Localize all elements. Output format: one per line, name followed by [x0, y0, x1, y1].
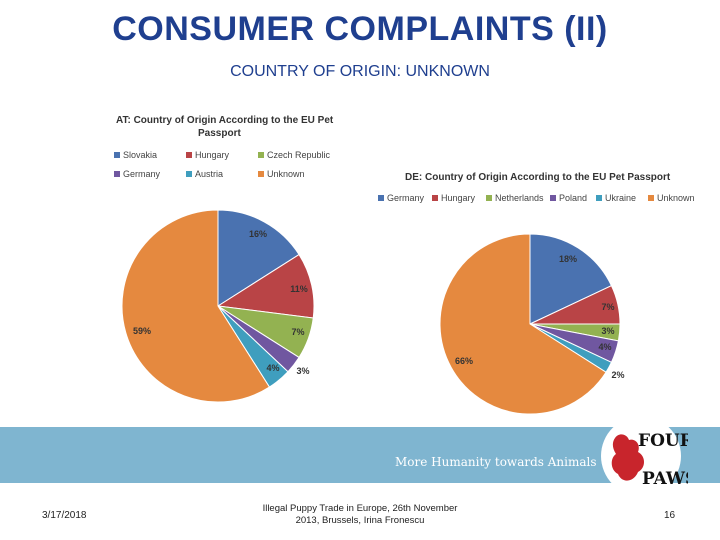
pie-slice-unknown	[121, 209, 271, 403]
pie-data-label: 4%	[598, 342, 611, 352]
pie-slice-hungary	[216, 253, 315, 319]
pie-slice-unknown	[439, 233, 607, 415]
legend-swatch	[648, 194, 654, 201]
at-legend-item: Austria	[186, 169, 223, 179]
slide-subtitle: COUNTRY OF ORIGIN: UNKNOWN	[230, 63, 490, 80]
legend-label: Czech Republic	[267, 150, 331, 160]
pie-data-label: 2%	[611, 370, 624, 380]
footer-citation: Illegal Puppy Trade in Europe, 26th Nove…	[240, 503, 480, 527]
legend-label: Hungary	[441, 193, 476, 203]
at-chart-title: AT: Country of Origin According to the E…	[116, 114, 333, 140]
at-legend-item: Czech Republic	[258, 150, 330, 160]
slide-title: CONSUMER COMPLAINTS (II)	[112, 10, 608, 48]
pie-data-label: 16%	[249, 229, 267, 239]
paw-silhouette-icon	[611, 434, 644, 481]
legend-label: Unknown	[657, 193, 695, 203]
footer-citation-line2: 2013, Brussels, Irina Fronescu	[295, 515, 425, 526]
pie-data-label: 11%	[290, 284, 308, 294]
pie-data-label: 18%	[559, 254, 577, 264]
footer-date: 3/17/2018	[42, 510, 87, 521]
legend-label: Germany	[387, 193, 425, 203]
footer-citation-line1: Illegal Puppy Trade in Europe, 26th Nove…	[262, 503, 458, 514]
pie-data-label: 66%	[455, 356, 473, 366]
pie-data-label: 3%	[601, 326, 614, 336]
legend-swatch	[186, 170, 192, 177]
legend-label: Austria	[195, 169, 224, 179]
legend-swatch	[432, 194, 438, 201]
pie-data-label: 3%	[296, 366, 309, 376]
at-legend-item: Slovakia	[114, 150, 157, 160]
at-chart-title-line2: Passport	[198, 128, 241, 139]
pie-data-label: 4%	[266, 363, 279, 373]
de-legend-item: Ukraine	[596, 193, 636, 203]
at-legend-item: Unknown	[258, 169, 305, 179]
legend-label: Germany	[123, 169, 161, 179]
de-chart-title: DE: Country of Origin According to the E…	[405, 172, 671, 183]
pie-data-label: 7%	[291, 327, 304, 337]
legend-swatch	[258, 151, 264, 158]
legend-swatch	[258, 170, 264, 177]
at-pie-chart: 16% 11% 7% 3% 4% 59%	[121, 209, 315, 403]
four-paws-logo: FOUR PAWS	[601, 416, 688, 496]
legend-label: Ukraine	[605, 193, 637, 203]
de-legend-item: Unknown	[648, 193, 695, 203]
de-legend-item: Germany	[378, 193, 424, 203]
at-legend-item: Hungary	[186, 150, 229, 160]
legend-swatch	[114, 151, 120, 158]
footer-page-number: 16	[664, 510, 676, 521]
at-legend-item: Germany	[114, 169, 160, 179]
legend-label: Hungary	[195, 150, 230, 160]
legend-swatch	[596, 194, 602, 201]
de-legend: Germany Hungary Netherlands Poland Ukrai…	[378, 193, 718, 207]
at-legend: Slovakia Hungary Czech Republic Germany …	[114, 150, 354, 186]
legend-swatch	[486, 194, 492, 201]
legend-swatch	[550, 194, 556, 201]
tagline-band	[0, 427, 720, 483]
pie-slice-slovakia	[217, 209, 300, 307]
legend-label: Unknown	[267, 169, 305, 179]
legend-label: Netherlands	[495, 193, 544, 203]
legend-swatch	[186, 151, 192, 158]
legend-swatch	[114, 170, 120, 177]
pie-slice-germany	[529, 233, 613, 325]
tagline: More Humanity towards Animals	[395, 455, 597, 469]
logo-text-paws: PAWS	[642, 469, 688, 489]
de-legend-item: Poland	[550, 193, 587, 203]
legend-label: Poland	[559, 193, 588, 203]
at-chart-title-line1: AT: Country of Origin According to the E…	[116, 115, 334, 126]
pie-data-label: 7%	[601, 302, 614, 312]
legend-label: Slovakia	[123, 150, 158, 160]
de-legend-item: Netherlands	[486, 193, 544, 203]
de-pie-chart: 18% 7% 3% 4% 2% 66%	[439, 233, 625, 415]
de-legend-item: Hungary	[432, 193, 475, 203]
legend-swatch	[378, 194, 384, 201]
logo-text-four: FOUR	[638, 431, 688, 451]
pie-data-label: 59%	[133, 326, 151, 336]
